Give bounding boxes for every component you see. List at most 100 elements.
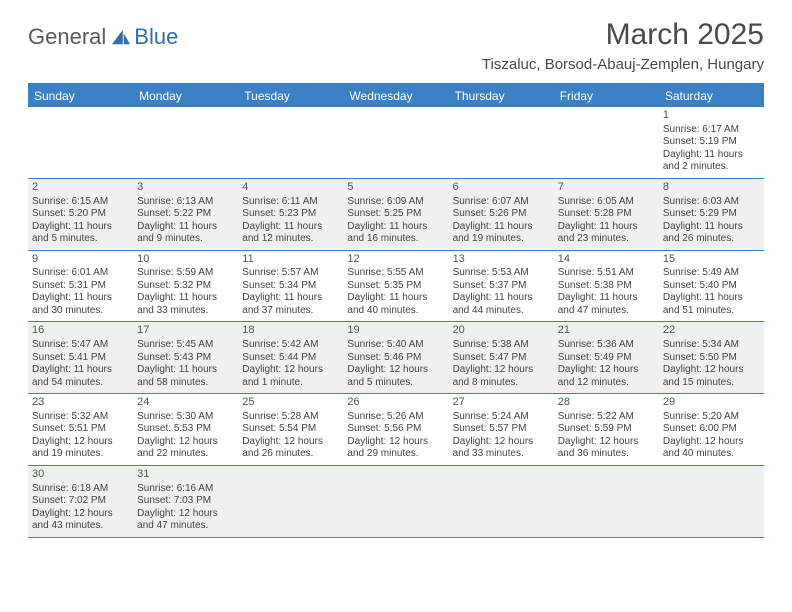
sunrise-text: Sunrise: 6:17 AM bbox=[663, 124, 760, 137]
daylight-text: Daylight: 11 hours and 19 minutes. bbox=[453, 221, 550, 246]
daylight-text: Daylight: 11 hours and 54 minutes. bbox=[32, 364, 129, 389]
sunset-text: Sunset: 7:02 PM bbox=[32, 495, 129, 508]
logo: General Blue bbox=[28, 24, 178, 50]
calendar-cell: 19Sunrise: 5:40 AMSunset: 5:46 PMDayligh… bbox=[343, 322, 448, 393]
day-number: 10 bbox=[137, 253, 234, 267]
calendar-cell: 16Sunrise: 5:47 AMSunset: 5:41 PMDayligh… bbox=[28, 322, 133, 393]
calendar-cell bbox=[554, 107, 659, 178]
sunset-text: Sunset: 5:54 PM bbox=[242, 423, 339, 436]
sunset-text: Sunset: 5:40 PM bbox=[663, 280, 760, 293]
sunrise-text: Sunrise: 6:13 AM bbox=[137, 196, 234, 209]
sunrise-text: Sunrise: 6:11 AM bbox=[242, 196, 339, 209]
sunset-text: Sunset: 6:00 PM bbox=[663, 423, 760, 436]
calendar-cell bbox=[343, 107, 448, 178]
week-row: 9Sunrise: 6:01 AMSunset: 5:31 PMDaylight… bbox=[28, 251, 764, 323]
daylight-text: Daylight: 12 hours and 43 minutes. bbox=[32, 508, 129, 533]
daylight-text: Daylight: 11 hours and 12 minutes. bbox=[242, 221, 339, 246]
sunrise-text: Sunrise: 5:38 AM bbox=[453, 339, 550, 352]
daylight-text: Daylight: 11 hours and 30 minutes. bbox=[32, 292, 129, 317]
calendar-cell: 3Sunrise: 6:13 AMSunset: 5:22 PMDaylight… bbox=[133, 179, 238, 250]
calendar-cell: 13Sunrise: 5:53 AMSunset: 5:37 PMDayligh… bbox=[449, 251, 554, 322]
calendar-cell: 26Sunrise: 5:26 AMSunset: 5:56 PMDayligh… bbox=[343, 394, 448, 465]
calendar-cell: 5Sunrise: 6:09 AMSunset: 5:25 PMDaylight… bbox=[343, 179, 448, 250]
calendar: SundayMondayTuesdayWednesdayThursdayFrid… bbox=[28, 83, 764, 538]
sunrise-text: Sunrise: 5:36 AM bbox=[558, 339, 655, 352]
day-number: 8 bbox=[663, 181, 760, 195]
calendar-cell bbox=[659, 466, 764, 537]
sunset-text: Sunset: 5:49 PM bbox=[558, 352, 655, 365]
sunset-text: Sunset: 5:47 PM bbox=[453, 352, 550, 365]
sunrise-text: Sunrise: 5:47 AM bbox=[32, 339, 129, 352]
day-number: 19 bbox=[347, 324, 444, 338]
sunset-text: Sunset: 5:43 PM bbox=[137, 352, 234, 365]
day-header-cell: Sunday bbox=[28, 85, 133, 107]
sunset-text: Sunset: 5:23 PM bbox=[242, 208, 339, 221]
calendar-cell: 30Sunrise: 6:18 AMSunset: 7:02 PMDayligh… bbox=[28, 466, 133, 537]
sunset-text: Sunset: 5:22 PM bbox=[137, 208, 234, 221]
sunset-text: Sunset: 5:19 PM bbox=[663, 136, 760, 149]
sunset-text: Sunset: 5:37 PM bbox=[453, 280, 550, 293]
day-number: 13 bbox=[453, 253, 550, 267]
calendar-cell: 29Sunrise: 5:20 AMSunset: 6:00 PMDayligh… bbox=[659, 394, 764, 465]
daylight-text: Daylight: 12 hours and 19 minutes. bbox=[32, 436, 129, 461]
sunrise-text: Sunrise: 5:53 AM bbox=[453, 267, 550, 280]
logo-text-blue: Blue bbox=[134, 24, 178, 50]
sunrise-text: Sunrise: 5:32 AM bbox=[32, 411, 129, 424]
sunrise-text: Sunrise: 6:01 AM bbox=[32, 267, 129, 280]
daylight-text: Daylight: 11 hours and 40 minutes. bbox=[347, 292, 444, 317]
sunset-text: Sunset: 5:41 PM bbox=[32, 352, 129, 365]
day-header-cell: Wednesday bbox=[343, 85, 448, 107]
sunrise-text: Sunrise: 5:34 AM bbox=[663, 339, 760, 352]
day-number: 16 bbox=[32, 324, 129, 338]
calendar-cell bbox=[238, 107, 343, 178]
daylight-text: Daylight: 12 hours and 15 minutes. bbox=[663, 364, 760, 389]
calendar-cell: 17Sunrise: 5:45 AMSunset: 5:43 PMDayligh… bbox=[133, 322, 238, 393]
daylight-text: Daylight: 11 hours and 37 minutes. bbox=[242, 292, 339, 317]
sunrise-text: Sunrise: 5:57 AM bbox=[242, 267, 339, 280]
calendar-cell: 21Sunrise: 5:36 AMSunset: 5:49 PMDayligh… bbox=[554, 322, 659, 393]
sunrise-text: Sunrise: 5:51 AM bbox=[558, 267, 655, 280]
sunrise-text: Sunrise: 6:03 AM bbox=[663, 196, 760, 209]
daylight-text: Daylight: 12 hours and 47 minutes. bbox=[137, 508, 234, 533]
day-number: 22 bbox=[663, 324, 760, 338]
week-row: 30Sunrise: 6:18 AMSunset: 7:02 PMDayligh… bbox=[28, 466, 764, 538]
daylight-text: Daylight: 12 hours and 29 minutes. bbox=[347, 436, 444, 461]
day-number: 24 bbox=[137, 396, 234, 410]
daylight-text: Daylight: 12 hours and 8 minutes. bbox=[453, 364, 550, 389]
daylight-text: Daylight: 11 hours and 44 minutes. bbox=[453, 292, 550, 317]
week-row: 16Sunrise: 5:47 AMSunset: 5:41 PMDayligh… bbox=[28, 322, 764, 394]
sunset-text: Sunset: 5:38 PM bbox=[558, 280, 655, 293]
daylight-text: Daylight: 11 hours and 51 minutes. bbox=[663, 292, 760, 317]
daylight-text: Daylight: 12 hours and 26 minutes. bbox=[242, 436, 339, 461]
day-number: 2 bbox=[32, 181, 129, 195]
sunset-text: Sunset: 5:46 PM bbox=[347, 352, 444, 365]
sunset-text: Sunset: 5:53 PM bbox=[137, 423, 234, 436]
day-number: 27 bbox=[453, 396, 550, 410]
sunrise-text: Sunrise: 5:55 AM bbox=[347, 267, 444, 280]
sunrise-text: Sunrise: 5:22 AM bbox=[558, 411, 655, 424]
sunrise-text: Sunrise: 5:26 AM bbox=[347, 411, 444, 424]
sunset-text: Sunset: 5:29 PM bbox=[663, 208, 760, 221]
calendar-cell: 28Sunrise: 5:22 AMSunset: 5:59 PMDayligh… bbox=[554, 394, 659, 465]
day-header-cell: Thursday bbox=[449, 85, 554, 107]
day-number: 29 bbox=[663, 396, 760, 410]
daylight-text: Daylight: 12 hours and 22 minutes. bbox=[137, 436, 234, 461]
sunset-text: Sunset: 5:20 PM bbox=[32, 208, 129, 221]
sunset-text: Sunset: 7:03 PM bbox=[137, 495, 234, 508]
calendar-cell: 27Sunrise: 5:24 AMSunset: 5:57 PMDayligh… bbox=[449, 394, 554, 465]
header: General Blue March 2025 Tiszaluc, Borsod… bbox=[28, 18, 764, 73]
day-number: 28 bbox=[558, 396, 655, 410]
day-header-row: SundayMondayTuesdayWednesdayThursdayFrid… bbox=[28, 85, 764, 107]
sunset-text: Sunset: 5:44 PM bbox=[242, 352, 339, 365]
sunrise-text: Sunrise: 5:28 AM bbox=[242, 411, 339, 424]
calendar-cell bbox=[449, 107, 554, 178]
calendar-cell bbox=[28, 107, 133, 178]
day-number: 12 bbox=[347, 253, 444, 267]
page-title: March 2025 bbox=[482, 18, 764, 52]
sunset-text: Sunset: 5:28 PM bbox=[558, 208, 655, 221]
logo-sail-icon bbox=[110, 28, 132, 46]
calendar-cell: 14Sunrise: 5:51 AMSunset: 5:38 PMDayligh… bbox=[554, 251, 659, 322]
sunset-text: Sunset: 5:26 PM bbox=[453, 208, 550, 221]
calendar-cell: 24Sunrise: 5:30 AMSunset: 5:53 PMDayligh… bbox=[133, 394, 238, 465]
sunrise-text: Sunrise: 5:49 AM bbox=[663, 267, 760, 280]
